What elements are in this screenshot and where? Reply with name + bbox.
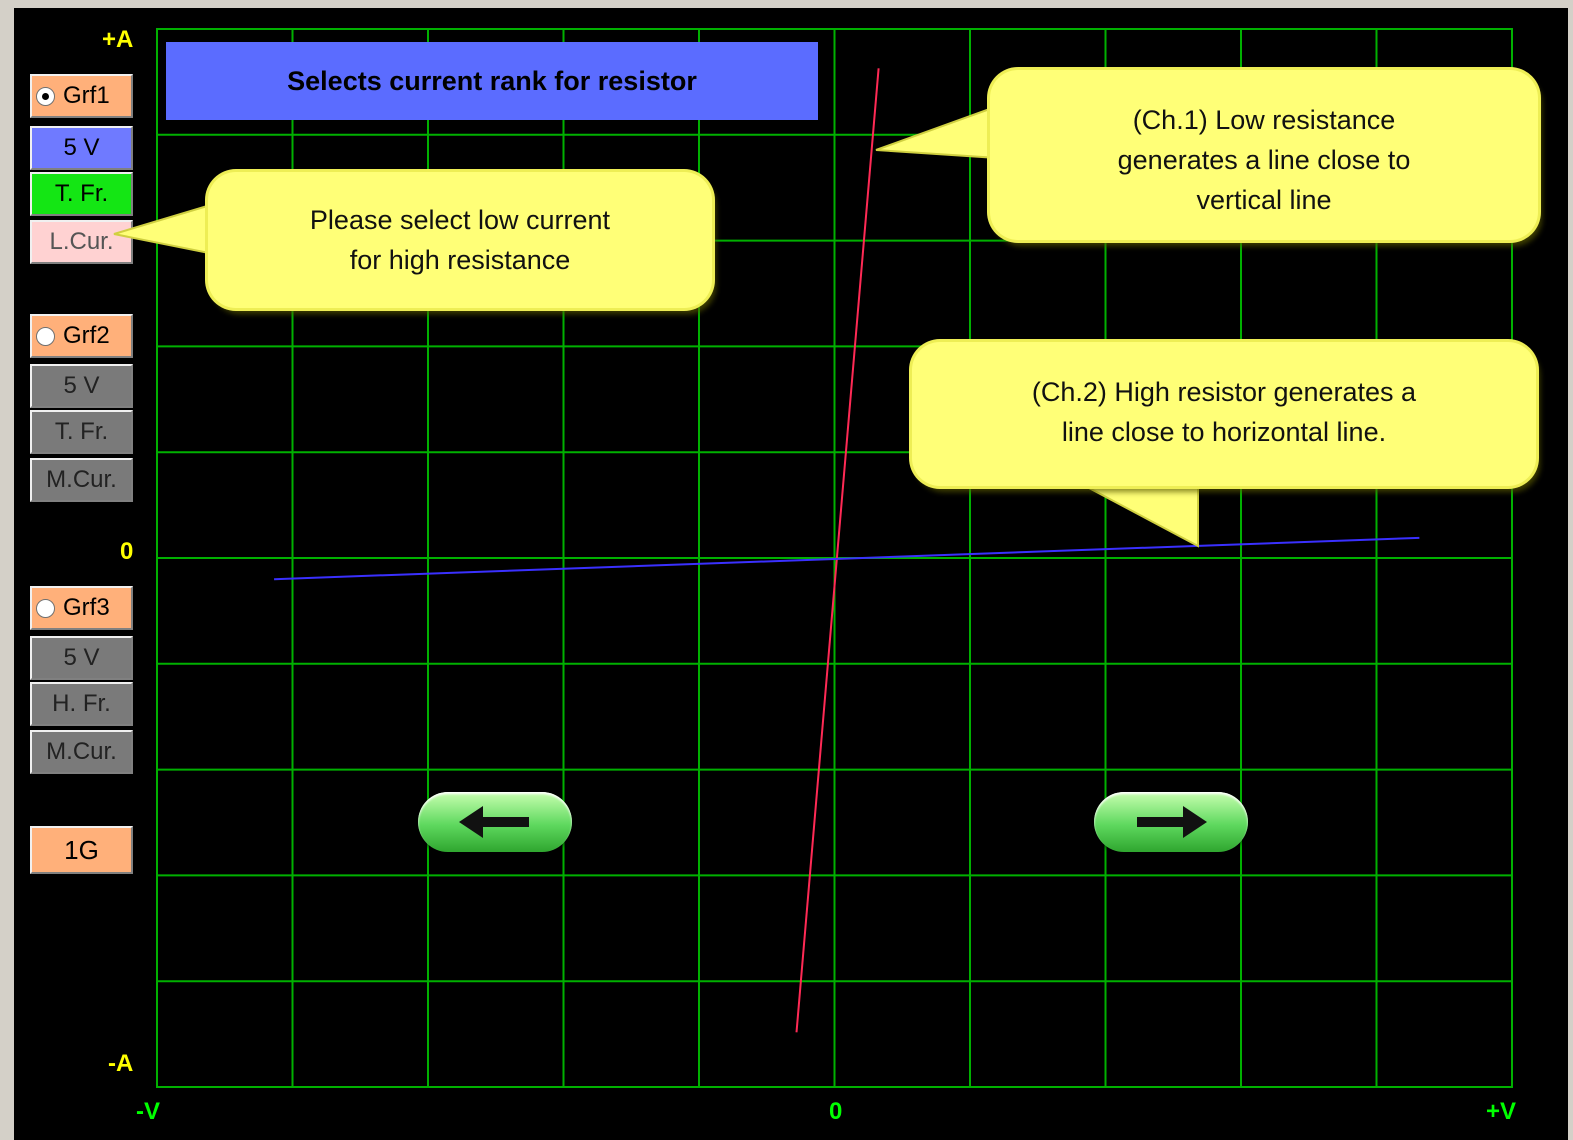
radio-checked-icon	[36, 86, 55, 106]
banner-text: Selects current rank for resistor	[287, 65, 697, 96]
grf3-radio[interactable]: Grf3	[30, 586, 133, 630]
grf3-frequency-button[interactable]: H. Fr.	[30, 682, 133, 726]
grf1-voltage-button[interactable]: 5 V	[30, 126, 133, 170]
arrow-left-icon	[459, 806, 529, 838]
radio-unchecked-icon	[36, 598, 55, 618]
callout-low-current-pointer	[113, 202, 215, 256]
arrow-right-icon	[1137, 806, 1207, 838]
callout-ch1-pointer	[875, 104, 999, 160]
trace-ch1	[795, 68, 880, 1033]
grf1-radio[interactable]: Grf1	[30, 74, 133, 118]
callout-low-current-text: Please select low current for high resis…	[309, 205, 611, 275]
callout-ch1: (Ch.1) Low resistance generates a line c…	[990, 70, 1538, 240]
scope-screen: +A 0 -A -V 0 +V Selects current rank for…	[14, 8, 1568, 1140]
grf1-current-button[interactable]: L.Cur.	[30, 220, 133, 264]
grf2-voltage-button[interactable]: 5 V	[30, 364, 133, 408]
grf2-radio[interactable]: Grf2	[30, 314, 133, 358]
next-button[interactable]	[1094, 792, 1248, 852]
grf1-label: Grf1	[63, 82, 110, 109]
x-axis-right-label: +V	[1486, 1098, 1517, 1125]
grf1-frequency-button[interactable]: T. Fr.	[30, 172, 133, 216]
y-axis-zero-label: 0	[120, 538, 134, 565]
callout-ch1-text: (Ch.1) Low resistance generates a line c…	[1117, 105, 1411, 215]
x-axis-left-label: -V	[136, 1098, 160, 1125]
radio-unchecked-icon	[36, 326, 55, 346]
y-axis-top-label: +A	[102, 26, 134, 53]
x-axis-zero-label: 0	[829, 1098, 843, 1125]
callout-low-current: Please select low current for high resis…	[208, 172, 712, 308]
scale-button[interactable]: 1G	[30, 826, 133, 874]
grf3-label: Grf3	[63, 594, 110, 621]
callout-ch2-pointer	[1073, 479, 1199, 548]
grf2-frequency-button[interactable]: T. Fr.	[30, 410, 133, 454]
callout-pointers	[113, 104, 1199, 548]
grf3-voltage-button[interactable]: 5 V	[30, 636, 133, 680]
callout-ch2: (Ch.2) High resistor generates a line cl…	[912, 342, 1536, 486]
y-axis-bottom-label: -A	[108, 1050, 134, 1077]
callout-ch2-text: (Ch.2) High resistor generates a line cl…	[1031, 377, 1417, 447]
grf2-label: Grf2	[63, 322, 110, 349]
grf3-current-button[interactable]: M.Cur.	[30, 730, 133, 774]
grf2-current-button[interactable]: M.Cur.	[30, 458, 133, 502]
trace-ch2	[274, 536, 1420, 581]
current-rank-banner: Selects current rank for resistor	[166, 42, 818, 120]
previous-button[interactable]	[418, 792, 572, 852]
